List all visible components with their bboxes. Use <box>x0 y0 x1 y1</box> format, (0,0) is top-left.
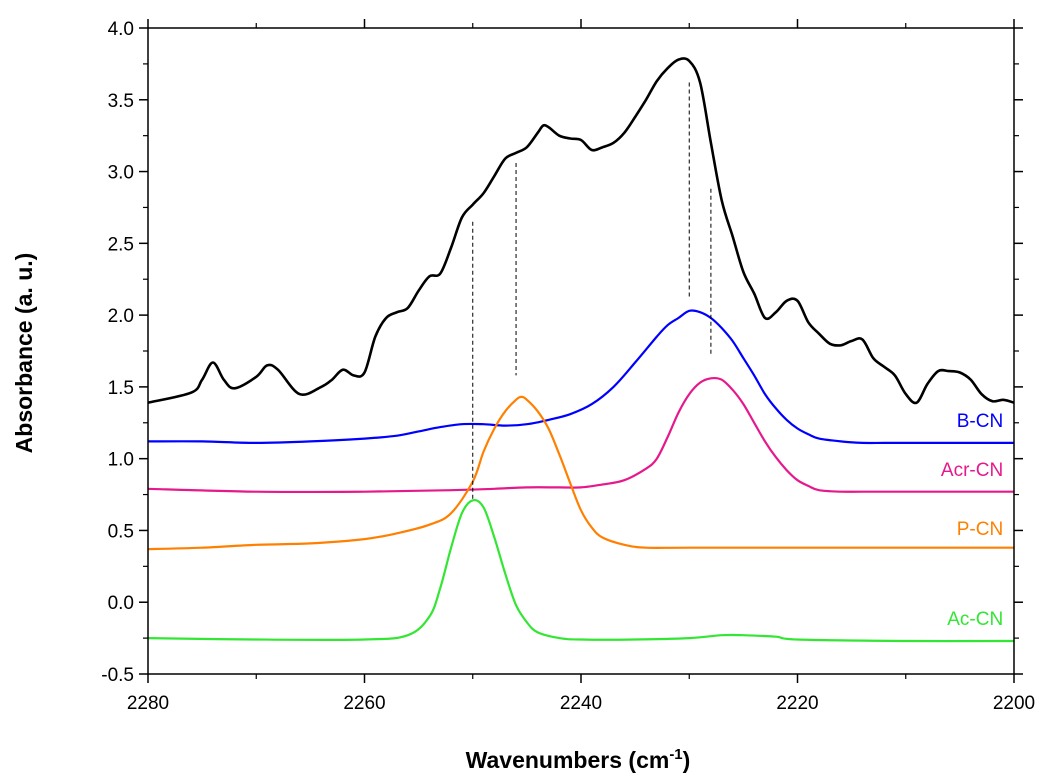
y-axis-ticks: -0.5 0.0 0.5 1.0 1.5 2.0 2.5 3.0 3.5 4.0 <box>101 19 1023 686</box>
y-tick-label: -0.5 <box>101 665 134 686</box>
series-label-b-cn: B-CN <box>957 411 1003 432</box>
x-tick-label: 2280 <box>127 693 169 714</box>
y-tick-label: 0.0 <box>108 593 134 614</box>
series-curves <box>147 57 1015 643</box>
x-axis-title-suffix: ) <box>683 747 691 773</box>
x-axis-title-main: Wavenumbers (cm <box>466 747 670 773</box>
y-axis-title: Absorbance (a. u.) <box>11 253 37 454</box>
series-line-p-cn <box>147 395 1014 551</box>
y-tick-label: 1.5 <box>108 378 134 399</box>
y-tick-label: 1.0 <box>108 450 134 471</box>
y-tick-label: 3.0 <box>108 163 134 184</box>
series-label-p-cn: P-CN <box>957 519 1003 540</box>
series-line-ac-cn <box>147 498 1015 643</box>
y-tick-label: 0.5 <box>108 521 134 542</box>
y-tick-label: 2.0 <box>108 306 134 327</box>
series-line-acr-cn <box>147 376 1014 494</box>
series-label-ac-cn: Ac-CN <box>947 609 1003 630</box>
plot-frame <box>147 27 1015 675</box>
y-tick-label: 2.5 <box>108 234 134 255</box>
x-tick-label: 2260 <box>343 693 385 714</box>
x-axis-title: Wavenumbers (cm-1) <box>466 746 691 773</box>
y-tick-label: 3.5 <box>108 91 134 112</box>
series-line-b-cn <box>147 309 1014 445</box>
x-axis-ticks: 2280 2260 2240 2220 2200 <box>127 19 1035 714</box>
series-labels: B-CN Acr-CN P-CN Ac-CN <box>941 411 1003 630</box>
x-tick-label: 2220 <box>776 693 818 714</box>
x-axis-title-superscript: -1 <box>669 746 682 763</box>
series-line-composite <box>147 57 1015 405</box>
peak-reference-lines <box>472 82 712 499</box>
y-tick-label: 4.0 <box>108 19 134 40</box>
x-tick-label: 2240 <box>560 693 602 714</box>
x-tick-label: 2200 <box>993 693 1035 714</box>
series-label-acr-cn: Acr-CN <box>941 460 1003 481</box>
